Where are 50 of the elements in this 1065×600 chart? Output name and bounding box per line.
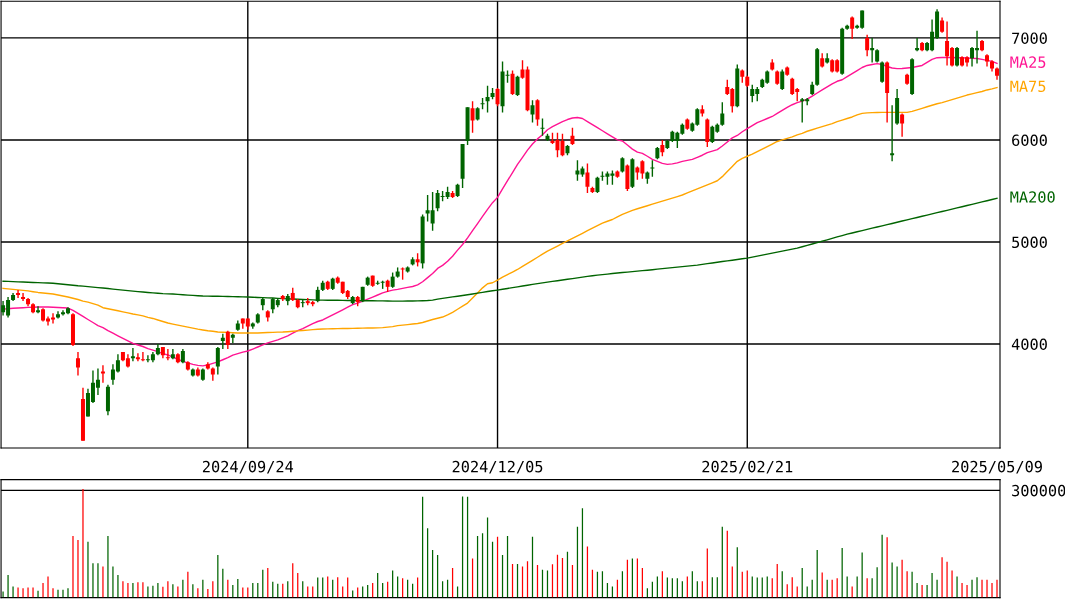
candlestick	[75, 351, 80, 377]
candlestick	[945, 20, 950, 67]
candlestick	[705, 117, 710, 148]
candlestick	[970, 46, 975, 68]
candlestick	[230, 333, 235, 344]
candlestick	[135, 352, 140, 362]
candlestick	[16, 289, 21, 299]
candlestick	[955, 46, 960, 68]
candlestick	[215, 346, 220, 376]
series-label: MA25	[1010, 56, 1046, 68]
candlestick	[495, 87, 500, 107]
candlestick	[880, 60, 885, 84]
candlestick	[625, 163, 630, 192]
candlestick	[850, 15, 855, 40]
candlestick	[870, 37, 875, 64]
candlestick	[100, 364, 105, 384]
y-tick-label: 300000	[1012, 484, 1065, 497]
candlestick	[220, 333, 225, 350]
candlestick	[915, 37, 920, 52]
candlestick	[720, 101, 725, 127]
y-tick-label: 4000	[1011, 338, 1047, 351]
candlestick	[225, 329, 230, 350]
candlestick	[800, 97, 805, 124]
candlestick	[36, 305, 41, 315]
series-label: MA200	[1010, 191, 1055, 203]
candlestick	[585, 162, 590, 194]
candlestick	[140, 351, 145, 362]
x-tick-label: 2024/12/05	[452, 460, 543, 474]
candlestick	[21, 292, 26, 302]
series-label: MA75	[1010, 80, 1046, 93]
x-tick-label: 2025/02/21	[702, 460, 793, 474]
candlestick	[575, 159, 580, 182]
y-tick-label: 5000	[1012, 236, 1047, 248]
candlestick	[865, 34, 870, 57]
candlestick	[130, 347, 135, 362]
candlestick	[515, 74, 520, 97]
candlestick	[535, 98, 540, 127]
candlestick	[900, 112, 905, 138]
candlestick	[485, 85, 490, 114]
x-tick-label: 2025/05/09	[952, 460, 1042, 474]
candlestick	[165, 348, 170, 361]
candlestick	[6, 296, 11, 319]
candlestick	[890, 104, 895, 163]
y-tick-label: 7000	[1012, 32, 1047, 44]
candlestick	[510, 69, 515, 96]
candlestick	[470, 100, 475, 134]
y-tick-label: 6000	[1012, 134, 1047, 146]
candlestick	[430, 191, 435, 232]
candlestick	[780, 68, 785, 91]
x-tick-label: 2024/09/24	[202, 460, 294, 474]
